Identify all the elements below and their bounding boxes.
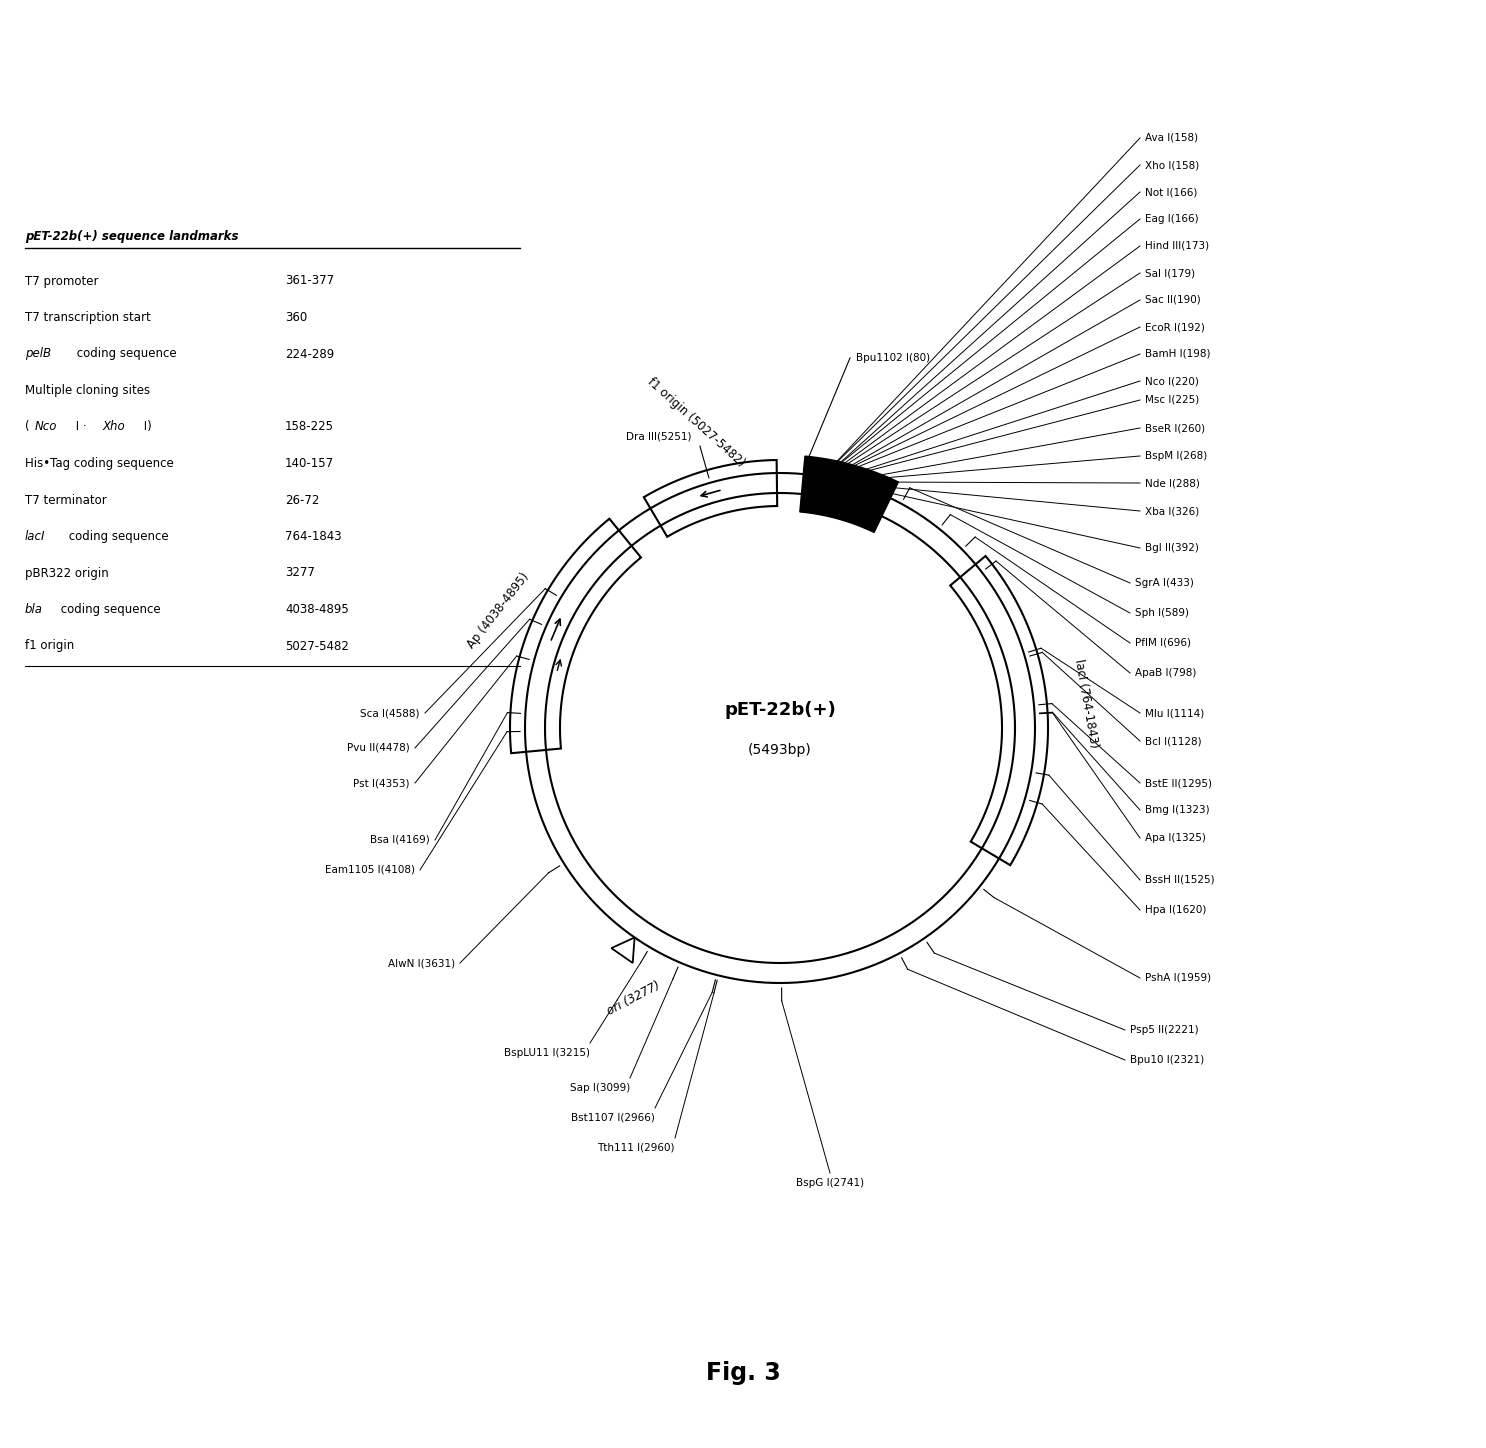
Text: Psp5 II(2221): Psp5 II(2221) bbox=[1129, 1025, 1199, 1035]
Text: pET-22b(+) sequence landmarks: pET-22b(+) sequence landmarks bbox=[25, 230, 238, 243]
Text: Multiple cloning sites: Multiple cloning sites bbox=[25, 384, 150, 397]
Text: Sac II(190): Sac II(190) bbox=[1146, 295, 1201, 306]
Text: bla: bla bbox=[25, 602, 43, 615]
Text: Hind III(173): Hind III(173) bbox=[1146, 240, 1210, 251]
Text: pelB: pelB bbox=[25, 348, 51, 361]
Text: I): I) bbox=[140, 420, 152, 433]
Text: Hpa I(1620): Hpa I(1620) bbox=[1146, 905, 1207, 915]
Text: Bgl II(392): Bgl II(392) bbox=[1146, 543, 1199, 553]
Text: Not I(166): Not I(166) bbox=[1146, 187, 1198, 197]
Text: Pst I(4353): Pst I(4353) bbox=[354, 778, 410, 788]
Text: 4038-4895: 4038-4895 bbox=[285, 602, 349, 615]
Text: BstE II(1295): BstE II(1295) bbox=[1146, 778, 1213, 788]
Text: BamH I(198): BamH I(198) bbox=[1146, 349, 1211, 359]
Text: lacI: lacI bbox=[25, 530, 46, 543]
Text: Tth111 I(2960): Tth111 I(2960) bbox=[597, 1142, 675, 1153]
Polygon shape bbox=[510, 518, 640, 753]
Text: 5027-5482: 5027-5482 bbox=[285, 640, 349, 653]
Text: Sca I(4588): Sca I(4588) bbox=[361, 708, 421, 718]
Text: Bmg I(1323): Bmg I(1323) bbox=[1146, 805, 1210, 815]
Text: Nco I(220): Nco I(220) bbox=[1146, 376, 1199, 387]
Text: Xho I(158): Xho I(158) bbox=[1146, 159, 1199, 169]
Text: BspLU11 I(3215): BspLU11 I(3215) bbox=[504, 1048, 590, 1058]
Text: Ava I(158): Ava I(158) bbox=[1146, 133, 1198, 143]
Text: Bpu10 I(2321): Bpu10 I(2321) bbox=[1129, 1056, 1204, 1064]
Text: 360: 360 bbox=[285, 311, 308, 324]
Text: 158-225: 158-225 bbox=[285, 420, 334, 433]
Text: (5493bp): (5493bp) bbox=[747, 743, 811, 757]
Text: 361-377: 361-377 bbox=[285, 275, 334, 288]
Polygon shape bbox=[643, 460, 777, 537]
Text: Bcl I(1128): Bcl I(1128) bbox=[1146, 736, 1202, 746]
Text: PflM I(696): PflM I(696) bbox=[1135, 639, 1190, 649]
Text: T7 transcription start: T7 transcription start bbox=[25, 311, 150, 324]
Text: 140-157: 140-157 bbox=[285, 458, 334, 471]
Text: coding sequence: coding sequence bbox=[73, 348, 177, 361]
Text: 224-289: 224-289 bbox=[285, 348, 334, 361]
Text: Apa I(1325): Apa I(1325) bbox=[1146, 833, 1205, 843]
Text: 3277: 3277 bbox=[285, 566, 315, 579]
Text: BspG I(2741): BspG I(2741) bbox=[796, 1179, 863, 1187]
Text: f1 origin (5027-5482): f1 origin (5027-5482) bbox=[645, 375, 747, 469]
Text: coding sequence: coding sequence bbox=[56, 602, 160, 615]
Text: His•Tag coding sequence: His•Tag coding sequence bbox=[25, 458, 174, 471]
Text: Eag I(166): Eag I(166) bbox=[1146, 214, 1199, 224]
Text: Xba I(326): Xba I(326) bbox=[1146, 505, 1199, 515]
Text: Bst1107 I(2966): Bst1107 I(2966) bbox=[571, 1114, 655, 1124]
Text: Sap I(3099): Sap I(3099) bbox=[569, 1083, 630, 1093]
Polygon shape bbox=[611, 937, 635, 963]
Text: f1 origin: f1 origin bbox=[25, 640, 74, 653]
Polygon shape bbox=[799, 456, 899, 533]
Text: BspM I(268): BspM I(268) bbox=[1146, 450, 1207, 460]
Text: T7 promoter: T7 promoter bbox=[25, 275, 98, 288]
Text: Sal I(179): Sal I(179) bbox=[1146, 268, 1195, 278]
Text: I ·: I · bbox=[71, 420, 91, 433]
Text: ApaB I(798): ApaB I(798) bbox=[1135, 668, 1196, 678]
Text: SgrA I(433): SgrA I(433) bbox=[1135, 578, 1193, 588]
Text: PshA I(1959): PshA I(1959) bbox=[1146, 973, 1211, 983]
Text: 764-1843: 764-1843 bbox=[285, 530, 342, 543]
Text: Eam1105 I(4108): Eam1105 I(4108) bbox=[325, 864, 415, 875]
Text: 26-72: 26-72 bbox=[285, 494, 319, 507]
Text: T7 terminator: T7 terminator bbox=[25, 494, 107, 507]
Text: EcoR I(192): EcoR I(192) bbox=[1146, 321, 1205, 332]
Text: Bpu1102 I(80): Bpu1102 I(80) bbox=[856, 353, 930, 363]
Text: ori (3277): ori (3277) bbox=[605, 979, 663, 1018]
Polygon shape bbox=[950, 556, 1048, 864]
Text: Msc I(225): Msc I(225) bbox=[1146, 395, 1199, 405]
Text: pET-22b(+): pET-22b(+) bbox=[724, 701, 835, 720]
Text: BseR I(260): BseR I(260) bbox=[1146, 423, 1205, 433]
Text: AlwN I(3631): AlwN I(3631) bbox=[388, 959, 455, 969]
Text: Mlu I(1114): Mlu I(1114) bbox=[1146, 708, 1204, 718]
Text: Sph I(589): Sph I(589) bbox=[1135, 608, 1189, 618]
Text: lacI (764-1843): lacI (764-1843) bbox=[1071, 659, 1100, 749]
Text: BssH II(1525): BssH II(1525) bbox=[1146, 875, 1214, 885]
Text: Pvu II(4478): Pvu II(4478) bbox=[348, 743, 410, 753]
Text: Dra III(5251): Dra III(5251) bbox=[627, 432, 692, 442]
Text: pBR322 origin: pBR322 origin bbox=[25, 566, 108, 579]
Text: coding sequence: coding sequence bbox=[65, 530, 168, 543]
Text: Fig. 3: Fig. 3 bbox=[706, 1361, 780, 1384]
Text: Ap (4038-4895): Ap (4038-4895) bbox=[465, 571, 532, 650]
Text: (: ( bbox=[25, 420, 30, 433]
Text: Bsa I(4169): Bsa I(4169) bbox=[370, 835, 429, 846]
Text: Nco: Nco bbox=[36, 420, 58, 433]
Text: Nde I(288): Nde I(288) bbox=[1146, 478, 1199, 488]
Text: Xho: Xho bbox=[103, 420, 126, 433]
